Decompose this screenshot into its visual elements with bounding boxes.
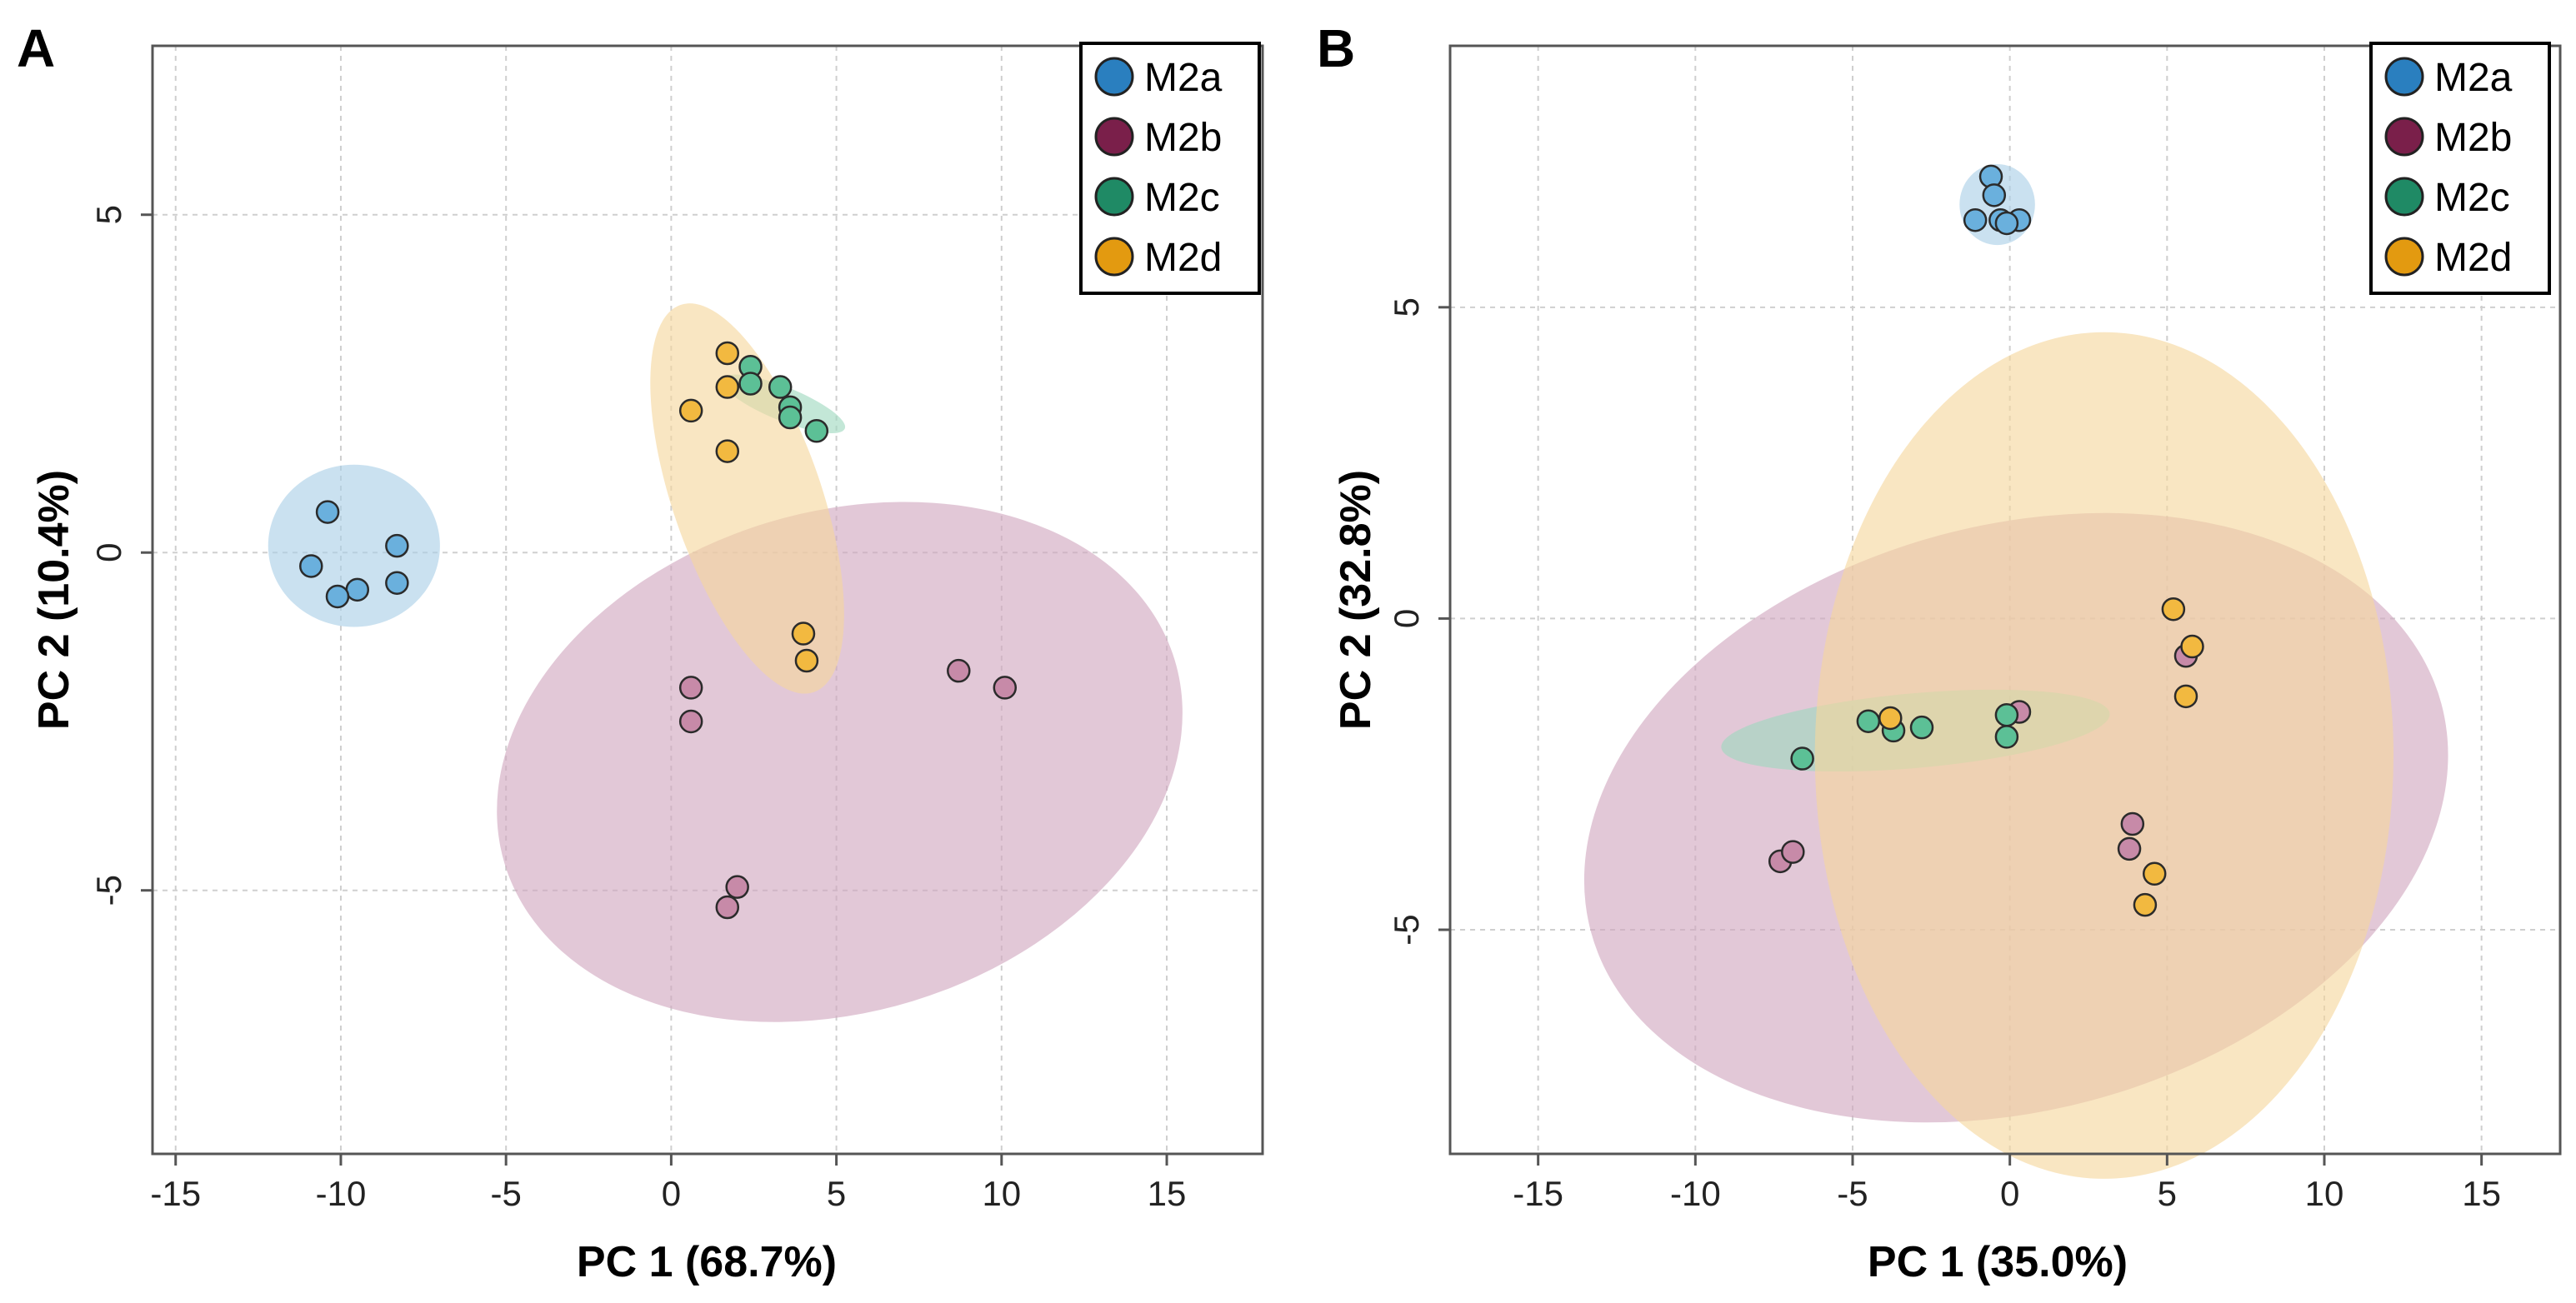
panel-a-legend-label-m2a: M2a <box>1144 56 1223 100</box>
panel-b-frame <box>1448 44 2562 1156</box>
panel-a-point-m2b-3 <box>947 658 971 683</box>
panel-a-ellipse-m2d <box>650 303 844 694</box>
panel-a-points <box>299 341 1018 920</box>
panel-a-y-tick-label: 0 <box>89 543 128 562</box>
panel-b-point-m2a-6 <box>1994 211 2019 236</box>
panel-a-x-axis-title: PC 1 (68.7%) <box>577 1238 837 1286</box>
panel-a-y-tick-label: -5 <box>89 875 128 906</box>
panel-a-point-m2d-1 <box>715 341 740 366</box>
panel-a-ellipse-m2a <box>268 464 440 627</box>
panel-b-x-tick-label: 0 <box>2000 1174 2019 1213</box>
panel-b-point-m2a-4 <box>1963 207 1988 232</box>
panel-a-legend-label-m2c: M2c <box>1144 176 1220 220</box>
panel-a-point-m2c-3 <box>738 372 763 396</box>
panel-a-point-m2d-6 <box>794 648 819 673</box>
panel-b-legend: M2a M2b M2c M2d <box>2369 42 2551 295</box>
panel-a-legend-marker-m2d <box>1094 237 1134 277</box>
panel-b-letter: B <box>1317 18 1355 78</box>
panel-a-x-tick-label: -5 <box>490 1174 521 1213</box>
panel-a-point-m2a-2 <box>385 533 409 558</box>
panel-a-point-m2b-6 <box>715 895 740 920</box>
panel-b-legend-label-m2b: M2b <box>2434 116 2512 160</box>
panel-a-y-axis-title: PC 2 (10.4%) <box>30 470 78 730</box>
panel-b-x-tick-label: 15 <box>2462 1174 2501 1213</box>
panel-b-point-m2a-2 <box>1982 183 2007 207</box>
panel-a-point-m2b-5 <box>725 875 749 899</box>
panel-a-point-m2d-4 <box>715 439 740 463</box>
panel-b-point-m2d-6 <box>2133 892 2158 917</box>
panel-a-point-m2d-2 <box>715 375 740 399</box>
panel-b-y-tick-label: 5 <box>1387 297 1426 317</box>
panel-b-legend-marker-m2c <box>2384 177 2424 217</box>
panel-b-x-tick-label: 10 <box>2305 1174 2344 1213</box>
panel-a-letter: A <box>17 18 55 78</box>
panel-a-y-tick-label: 5 <box>89 205 128 224</box>
panel-a-point-m2a-6 <box>385 571 409 595</box>
panel-a-legend-label-m2d: M2d <box>1144 236 1222 280</box>
panel-b-points <box>1768 164 2204 917</box>
panel-b-legend-label-m2a: M2a <box>2434 56 2513 100</box>
panel-b: B -15 -10 -5 0 5 10 15 -5 0 5 PC 1 (35.0%) PC 2 (… <box>1317 18 2562 1286</box>
panel-a-point-m2c-6 <box>804 419 829 443</box>
panel-b-legend-marker-m2b <box>2384 117 2424 157</box>
panel-a-ellipse-m2b <box>497 502 1183 1022</box>
panel-a-point-m2c-2 <box>768 375 793 399</box>
panel-b-point-m2d-5 <box>2142 861 2167 886</box>
panel-a-frame <box>151 44 1264 1156</box>
panel-a-point-m2a-1 <box>315 500 340 524</box>
panel-b-y-axis-title: PC 2 (32.8%) <box>1332 470 1380 730</box>
panel-b-point-m2d-2 <box>2180 634 2204 659</box>
panel-a-point-m2a-5 <box>325 584 350 609</box>
panel-b-ellipse-m2d <box>1814 332 2394 1179</box>
panel-a-x-tick-label: 10 <box>982 1174 1021 1213</box>
panel-b-point-m2b-3 <box>2120 811 2145 836</box>
panel-a-x-tick-label: 15 <box>1148 1174 1187 1213</box>
panel-a-legend-marker-m2c <box>1094 177 1134 217</box>
panel-b-y-tick-label: 0 <box>1387 609 1426 628</box>
panel-b-x-tick-label: 5 <box>2158 1174 2177 1213</box>
panel-a-point-m2d-5 <box>791 622 816 646</box>
panel-b-point-m2c-1 <box>1856 709 1881 733</box>
panel-b-y-tick-label: -5 <box>1387 914 1426 945</box>
panel-b-point-m2b-4 <box>2117 836 2142 861</box>
panel-b-legend-marker-m2a <box>2384 57 2424 97</box>
panel-b-point-m2d-3 <box>2173 684 2198 709</box>
panel-a-legend-marker-m2a <box>1094 57 1134 97</box>
panel-a-legend-marker-m2b <box>1094 117 1134 157</box>
panel-b-legend-label-m2c: M2c <box>2434 176 2510 220</box>
panel-b-point-m2c-5 <box>1994 725 2019 749</box>
panel-b-x-tick-label: -5 <box>1837 1174 1868 1213</box>
panel-a-ticks: -15 -10 -5 0 5 10 15 -5 0 5 <box>89 205 1186 1213</box>
panel-a-point-m2c-5 <box>778 405 803 430</box>
panel-a-legend: M2a M2b M2c M2d <box>1079 42 1261 295</box>
panel-a-point-m2d-3 <box>678 398 703 423</box>
panel-a-point-m2b-2 <box>678 709 703 734</box>
panel-b-x-tick-label: -10 <box>1670 1174 1721 1213</box>
panel-a-x-tick-label: -10 <box>316 1174 367 1213</box>
panel-b-point-m2c-3 <box>1909 715 1934 740</box>
panel-a-point-m2b-4 <box>993 676 1018 700</box>
panel-a-point-m2a-3 <box>299 554 323 578</box>
panel-b-x-axis-title: PC 1 (35.0%) <box>1868 1238 2128 1286</box>
panel-a-legend-label-m2b: M2b <box>1144 116 1222 160</box>
panel-b-point-m2c-4 <box>1994 702 2019 727</box>
panel-b-legend-marker-m2d <box>2384 237 2424 277</box>
panel-b-point-m2c-6 <box>1790 746 1814 771</box>
panel-b-legend-label-m2d: M2d <box>2434 236 2512 280</box>
panel-a-x-tick-label: 0 <box>662 1174 681 1213</box>
panel-a-x-tick-label: 5 <box>827 1174 846 1213</box>
panel-b-x-tick-label: -15 <box>1513 1174 1563 1213</box>
panel-b-point-m2b-6 <box>1781 840 1805 864</box>
panel-a: A -15 -10 -5 0 5 10 15 -5 0 5 PC 1 (68.7%) PC 2 (… <box>17 18 1264 1286</box>
panel-b-point-m2d-1 <box>2161 597 2186 622</box>
panel-a-x-tick-label: -15 <box>150 1174 201 1213</box>
panel-a-point-m2a-4 <box>345 577 370 602</box>
panel-a-point-m2b-1 <box>678 676 703 700</box>
panel-b-ticks: -15 -10 -5 0 5 10 15 -5 0 5 <box>1387 297 2501 1213</box>
panel-b-point-m2d-4 <box>1878 706 1903 731</box>
